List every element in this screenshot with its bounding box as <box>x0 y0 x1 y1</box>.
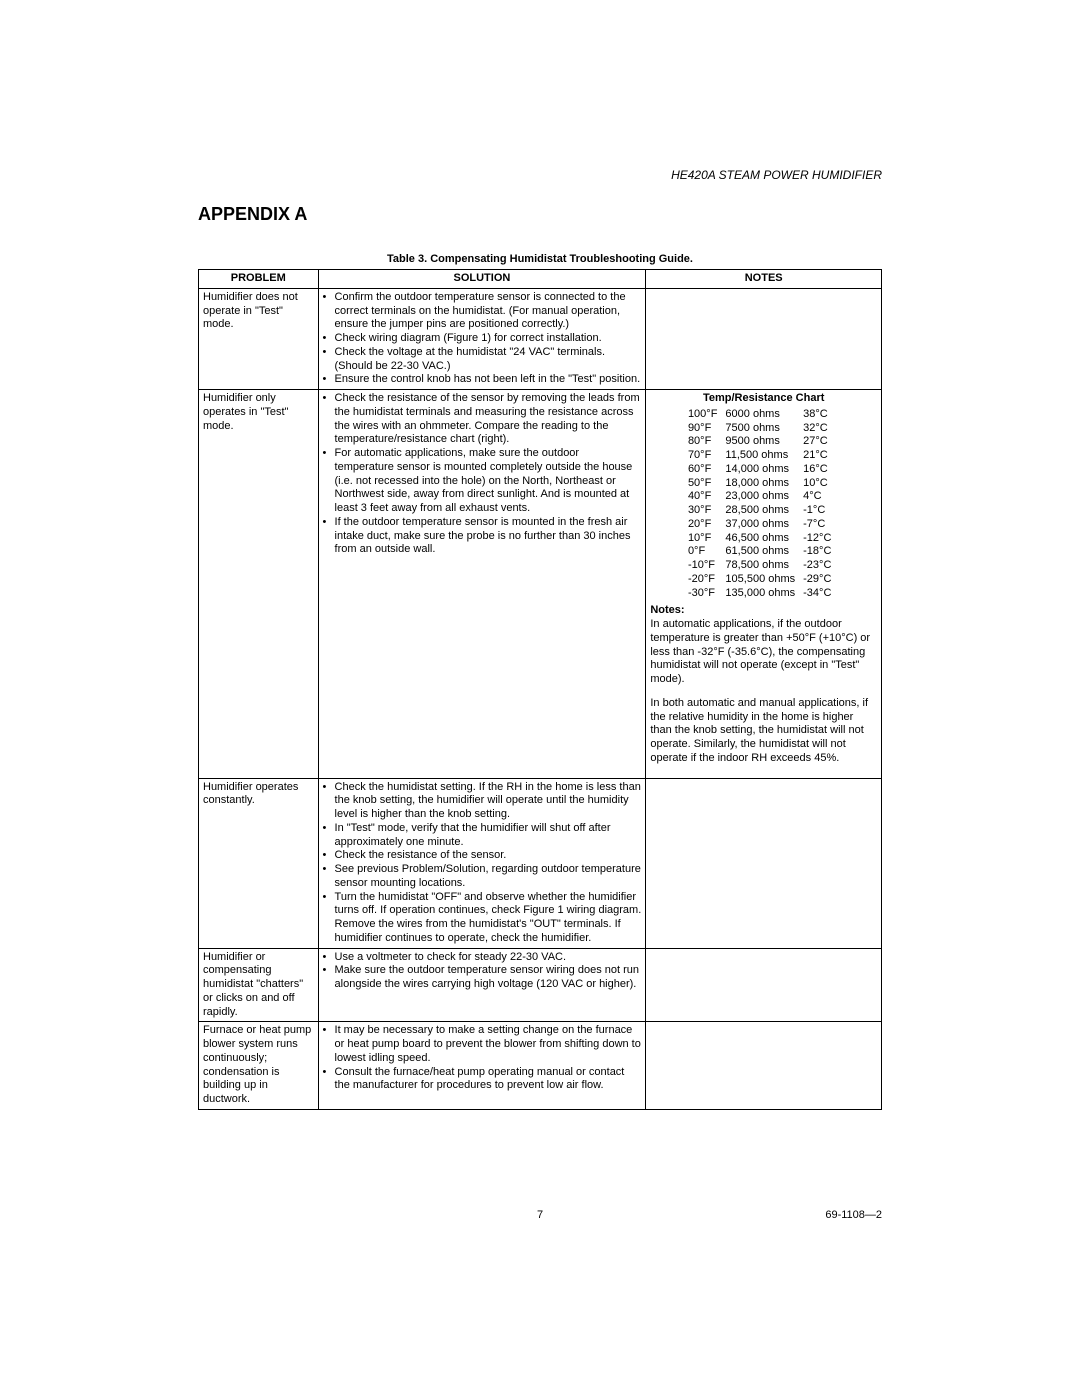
notes-paragraph: In both automatic and manual application… <box>650 697 877 766</box>
notes-cell <box>646 288 882 389</box>
table-row: Humidifier operates constantly.Check the… <box>199 778 882 948</box>
solution-item: Ensure the control knob has not been lef… <box>323 373 642 387</box>
problem-cell: Humidifier or compensating humidistat "c… <box>199 948 319 1022</box>
chart-cell: 20°F <box>688 518 725 532</box>
table-caption: Table 3. Compensating Humidistat Trouble… <box>198 253 882 265</box>
appendix-title: APPENDIX A <box>198 204 882 225</box>
chart-cell: 11,500 ohms <box>725 449 803 463</box>
chart-cell: -1°C <box>803 504 839 518</box>
chart-cell: -18°C <box>803 545 839 559</box>
chart-cell: 32°C <box>803 422 839 436</box>
chart-cell: 9500 ohms <box>725 435 803 449</box>
solution-cell: Check the humidistat setting. If the RH … <box>318 778 646 948</box>
chart-cell: 18,000 ohms <box>725 477 803 491</box>
problem-cell: Humidifier operates constantly. <box>199 778 319 948</box>
chart-cell: -10°F <box>688 559 725 573</box>
notes-cell <box>646 778 882 948</box>
solution-item: Make sure the outdoor temperature sensor… <box>323 964 642 992</box>
chart-cell: 70°F <box>688 449 725 463</box>
chart-cell: -7°C <box>803 518 839 532</box>
chart-cell: 78,500 ohms <box>725 559 803 573</box>
chart-cell: 46,500 ohms <box>725 532 803 546</box>
solution-item: Check the humidistat setting. If the RH … <box>323 781 642 822</box>
chart-cell: 10°F <box>688 532 725 546</box>
chart-cell: 135,000 ohms <box>725 587 803 601</box>
chart-cell: 21°C <box>803 449 839 463</box>
chart-cell: 100°F <box>688 408 725 422</box>
table-body: Humidifier does not operate in "Test" mo… <box>199 288 882 1109</box>
chart-cell: 4°C <box>803 490 839 504</box>
doc-number: 69-1108—2 <box>825 1209 882 1221</box>
chart-cell: 28,500 ohms <box>725 504 803 518</box>
chart-cell: 10°C <box>803 477 839 491</box>
chart-cell: 40°F <box>688 490 725 504</box>
chart-cell: -20°F <box>688 573 725 587</box>
solution-item: In "Test" mode, verify that the humidifi… <box>323 822 642 850</box>
page-number: 7 <box>537 1209 543 1221</box>
th-solution: SOLUTION <box>318 270 646 289</box>
chart-cell: 80°F <box>688 435 725 449</box>
chart-cell: 60°F <box>688 463 725 477</box>
solution-cell: Check the resistance of the sensor by re… <box>318 390 646 779</box>
solution-cell: It may be necessary to make a setting ch… <box>318 1022 646 1110</box>
problem-cell: Furnace or heat pump blower system runs … <box>199 1022 319 1110</box>
solution-item: For automatic applications, make sure th… <box>323 447 642 516</box>
notes-cell <box>646 1022 882 1110</box>
chart-cell: -29°C <box>803 573 839 587</box>
solution-item: Use a voltmeter to check for steady 22-3… <box>323 951 642 965</box>
chart-cell: 30°F <box>688 504 725 518</box>
notes-paragraph: In automatic applications, if the outdoo… <box>650 618 877 687</box>
solution-item: Confirm the outdoor temperature sensor i… <box>323 291 642 332</box>
problem-cell: Humidifier does not operate in "Test" mo… <box>199 288 319 389</box>
chart-cell: 7500 ohms <box>725 422 803 436</box>
chart-cell: -23°C <box>803 559 839 573</box>
th-notes: NOTES <box>646 270 882 289</box>
problem-cell: Humidifier only operates in "Test" mode. <box>199 390 319 779</box>
chart-cell: 38°C <box>803 408 839 422</box>
chart-cell: 23,000 ohms <box>725 490 803 504</box>
chart-cell: 37,000 ohms <box>725 518 803 532</box>
solution-item: Check the resistance of the sensor. <box>323 849 642 863</box>
solution-item: Consult the furnace/heat pump operating … <box>323 1066 642 1094</box>
solution-item: Check the resistance of the sensor by re… <box>323 392 642 447</box>
solution-cell: Use a voltmeter to check for steady 22-3… <box>318 948 646 1022</box>
chart-cell: -12°C <box>803 532 839 546</box>
product-header: HE420A STEAM POWER HUMIDIFIER <box>198 168 882 182</box>
table-row: Humidifier or compensating humidistat "c… <box>199 948 882 1022</box>
th-problem: PROBLEM <box>199 270 319 289</box>
chart-cell: 16°C <box>803 463 839 477</box>
chart-cell: 90°F <box>688 422 725 436</box>
solution-item: Check the voltage at the humidistat "24 … <box>323 346 642 374</box>
solution-item: If the outdoor temperature sensor is mou… <box>323 516 642 557</box>
solution-item: See previous Problem/Solution, regarding… <box>323 863 642 891</box>
chart-cell: 27°C <box>803 435 839 449</box>
temp-resistance-chart: 100°F6000 ohms38°C 90°F7500 ohms32°C 80°F9… <box>688 408 839 601</box>
chart-cell: 61,500 ohms <box>725 545 803 559</box>
chart-cell: 14,000 ohms <box>725 463 803 477</box>
chart-cell: -34°C <box>803 587 839 601</box>
notes-cell <box>646 948 882 1022</box>
solution-item: Turn the humidistat "OFF" and observe wh… <box>323 891 642 946</box>
chart-cell: 50°F <box>688 477 725 491</box>
chart-cell: 105,500 ohms <box>725 573 803 587</box>
chart-cell: -30°F <box>688 587 725 601</box>
solution-cell: Confirm the outdoor temperature sensor i… <box>318 288 646 389</box>
troubleshooting-table: PROBLEM SOLUTION NOTES Humidifier does n… <box>198 269 882 1110</box>
table-row: Humidifier only operates in "Test" mode.… <box>199 390 882 779</box>
table-row: Furnace or heat pump blower system runs … <box>199 1022 882 1110</box>
chart-cell: 6000 ohms <box>725 408 803 422</box>
notes-cell: Temp/Resistance Chart100°F6000 ohms38°C9… <box>646 390 882 779</box>
table-row: Humidifier does not operate in "Test" mo… <box>199 288 882 389</box>
solution-item: It may be necessary to make a setting ch… <box>323 1024 642 1065</box>
chart-cell: 0°F <box>688 545 725 559</box>
notes-label: Notes: <box>650 604 877 618</box>
solution-item: Check wiring diagram (Figure 1) for corr… <box>323 332 642 346</box>
temp-resistance-chart-title: Temp/Resistance Chart <box>650 392 877 406</box>
